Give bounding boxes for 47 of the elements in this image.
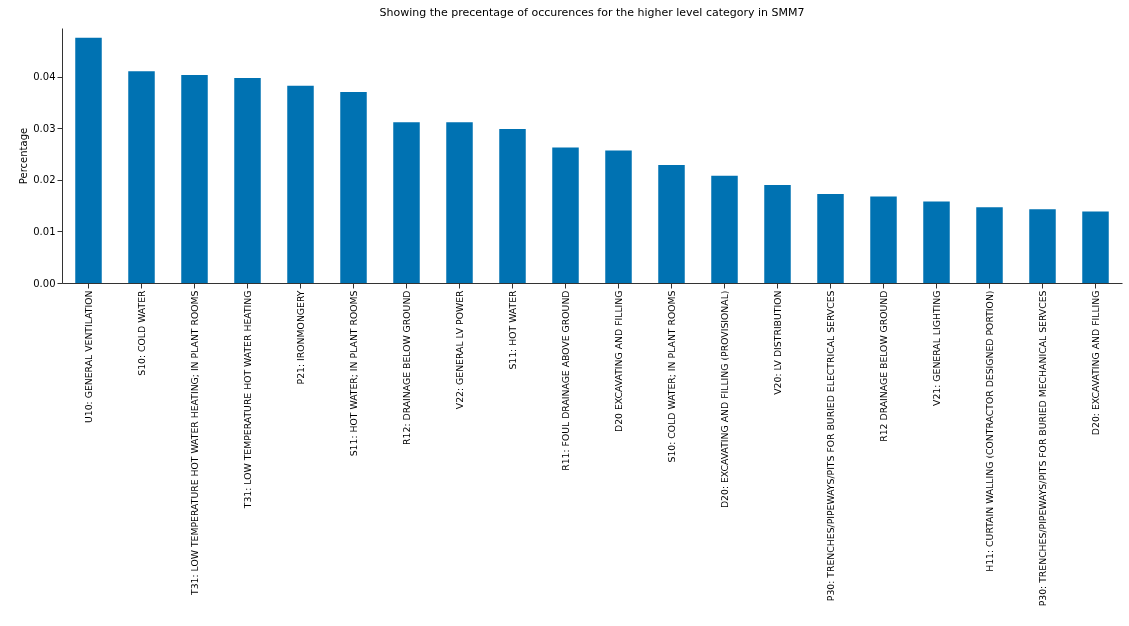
x-tick-label: D20: EXCAVATING AND FILLING [1089,290,1101,436]
bar [605,150,632,283]
x-tick-label: S11: HOT WATER [506,289,518,370]
bar [393,122,420,283]
bar [1029,209,1056,283]
bar [552,147,579,283]
x-tick-label: V20: LV DISTRIBUTION [771,290,783,395]
bar [923,201,950,283]
y-tick-label: 0.03 [33,122,56,134]
bar [128,71,155,283]
bar [340,91,367,283]
y-tick-label: 0.00 [33,277,56,289]
x-tick-label: P30: TRENCHES/PIPEWAYS/PITS FOR BURIED ELECTRICAL SERVCES [824,290,836,602]
x-tick-label: P21: IRONMONGERY [294,290,306,385]
x-tick-label: R12: DRAINAGE BELOW GROUND [400,290,412,445]
bar [499,128,526,283]
chart-title: Showing the precentage of occurences for the higher level category in SMM7 [379,6,805,19]
x-tick-label: U10: GENERAL VENTILATION [82,290,94,424]
y-axis-title: Percentage [18,127,30,185]
bar [658,165,685,283]
x-tick-label: S11: HOT WATER; IN PLANT ROOMS [347,290,359,457]
bar [817,193,844,283]
bar [711,175,738,283]
x-tick-label: V21: GENERAL LIGHTING [930,290,942,406]
bar [287,85,314,283]
x-tick-label: T31: LOW TEMPERATURE HOT WATER HEATING; IN PLANT ROOMS [188,290,200,596]
bar [870,196,897,283]
x-tick-label: P30: TRENCHES/PIPEWAYS/PITS FOR BURIED MECHANICAL SERVCES [1036,290,1048,607]
x-tick-label: V22: GENERAL LV POWER [453,289,465,410]
x-tick-label: S10: COLD WATER; IN PLANT ROOMS [665,290,677,463]
x-tick-label: D20 EXCAVATING AND FILLING [612,290,624,432]
x-tick-label: R11: FOUL DRAINAGE ABOVE GROUND [559,290,571,471]
y-tick-label: 0.02 [33,174,56,186]
bar [1082,211,1109,283]
x-tick-label: R12 DRAINAGE BELOW GROUND [877,290,889,442]
x-tick-label: T31: LOW TEMPERATURE HOT WATER HEATING [241,290,253,510]
bar [976,207,1003,283]
bar [764,185,791,283]
y-tick-label: 0.01 [33,225,56,237]
x-tick-label: S10: COLD WATER [135,289,147,376]
bar [181,74,208,283]
x-tick-label: D20: EXCAVATING AND FILLING (PROVISIONAL) [718,290,730,509]
x-tick-label: H11: CURTAIN WALLING (CONTRACTOR DESIGNED PORTION) [983,290,995,572]
bar [446,122,473,283]
bar [75,37,102,283]
bar [234,77,261,283]
y-tick-label: 0.04 [33,71,56,83]
